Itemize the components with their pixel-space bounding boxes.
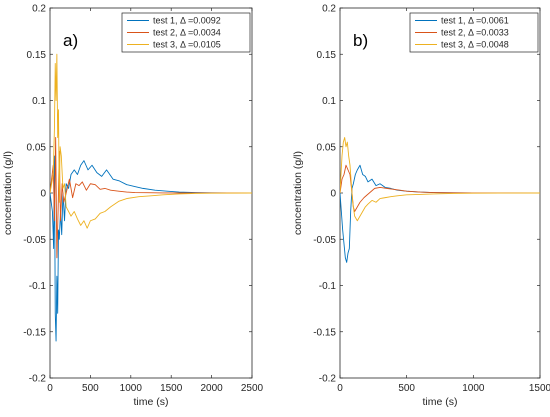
- y-tick-label: -0.15: [23, 327, 46, 338]
- y-axis-label: concentration (g/l): [2, 151, 14, 235]
- series-line-test-3: [50, 53, 252, 229]
- series-line-test-1: [50, 155, 252, 342]
- series-line-test-3: [340, 137, 540, 222]
- y-tick-label: -0.05: [23, 235, 46, 246]
- y-tick-label: 0.15: [27, 50, 47, 61]
- y-tick-label: -0.1: [319, 281, 337, 292]
- x-tick-label: 0: [47, 383, 53, 394]
- chart-panel-2: 0 500 1000 1500 -0.2 -0.15 -0.1 -0.05 0 0.05 0.1 0.…: [292, 4, 550, 409]
- y-tick-label: 0.15: [317, 50, 337, 61]
- x-axis-label: time (s): [134, 396, 169, 408]
- y-tick-label: -0.2: [319, 374, 337, 385]
- y-axis-label: concentration (g/l): [292, 151, 304, 235]
- panel-label: a): [63, 31, 78, 50]
- x-axis-label: time (s): [423, 396, 458, 408]
- y-tick-label: 0.05: [27, 142, 47, 153]
- x-tick-label: 1500: [160, 383, 183, 394]
- x-tick-label: 0: [337, 383, 343, 394]
- legend-label-test-2: test 2, Δ =0.0034: [153, 28, 221, 38]
- legend: test 1, Δ =0.0061 test 2, Δ =0.0033 test 3…: [409, 12, 539, 53]
- y-tick-label: 0.1: [32, 96, 46, 107]
- chart-panel-1: 0 500 1000 1500 2000 2500 -0.2 -0.15 -0.1 -0.05 0 0…: [2, 4, 264, 409]
- y-tick-label: 0: [330, 189, 336, 200]
- series-line-test-2: [340, 164, 540, 212]
- y-tick-label: -0.15: [313, 327, 336, 338]
- series-line-test-2: [50, 137, 252, 259]
- legend-label-test-1: test 1, Δ =0.0061: [441, 16, 509, 26]
- y-tick-label: -0.05: [313, 235, 336, 246]
- x-tick-label: 2500: [241, 383, 264, 394]
- x-tick-label: 1000: [462, 383, 485, 394]
- legend-label-test-3: test 3, Δ =0.0105: [153, 40, 221, 50]
- x-tick-label: 1500: [529, 383, 550, 394]
- y-tick-label: 0.05: [317, 142, 337, 153]
- legend: test 1, Δ =0.0092 test 2, Δ =0.0034 test 3…: [121, 12, 251, 53]
- y-tick-label: 0.2: [322, 4, 336, 15]
- legend-label-test-1: test 1, Δ =0.0092: [153, 16, 221, 26]
- legend-label-test-2: test 2, Δ =0.0033: [441, 28, 509, 38]
- x-tick-label: 2000: [200, 383, 223, 394]
- legend-label-test-3: test 3, Δ =0.0048: [441, 40, 509, 50]
- x-tick-label: 1000: [120, 383, 143, 394]
- x-tick-label: 500: [82, 383, 99, 394]
- y-tick-label: 0.1: [322, 96, 336, 107]
- y-tick-label: -0.1: [29, 281, 47, 292]
- x-tick-label: 500: [398, 383, 415, 394]
- y-tick-label: 0.2: [32, 4, 46, 15]
- y-tick-label: -0.2: [29, 374, 47, 385]
- y-tick-label: 0: [40, 189, 46, 200]
- panel-label: b): [353, 31, 368, 50]
